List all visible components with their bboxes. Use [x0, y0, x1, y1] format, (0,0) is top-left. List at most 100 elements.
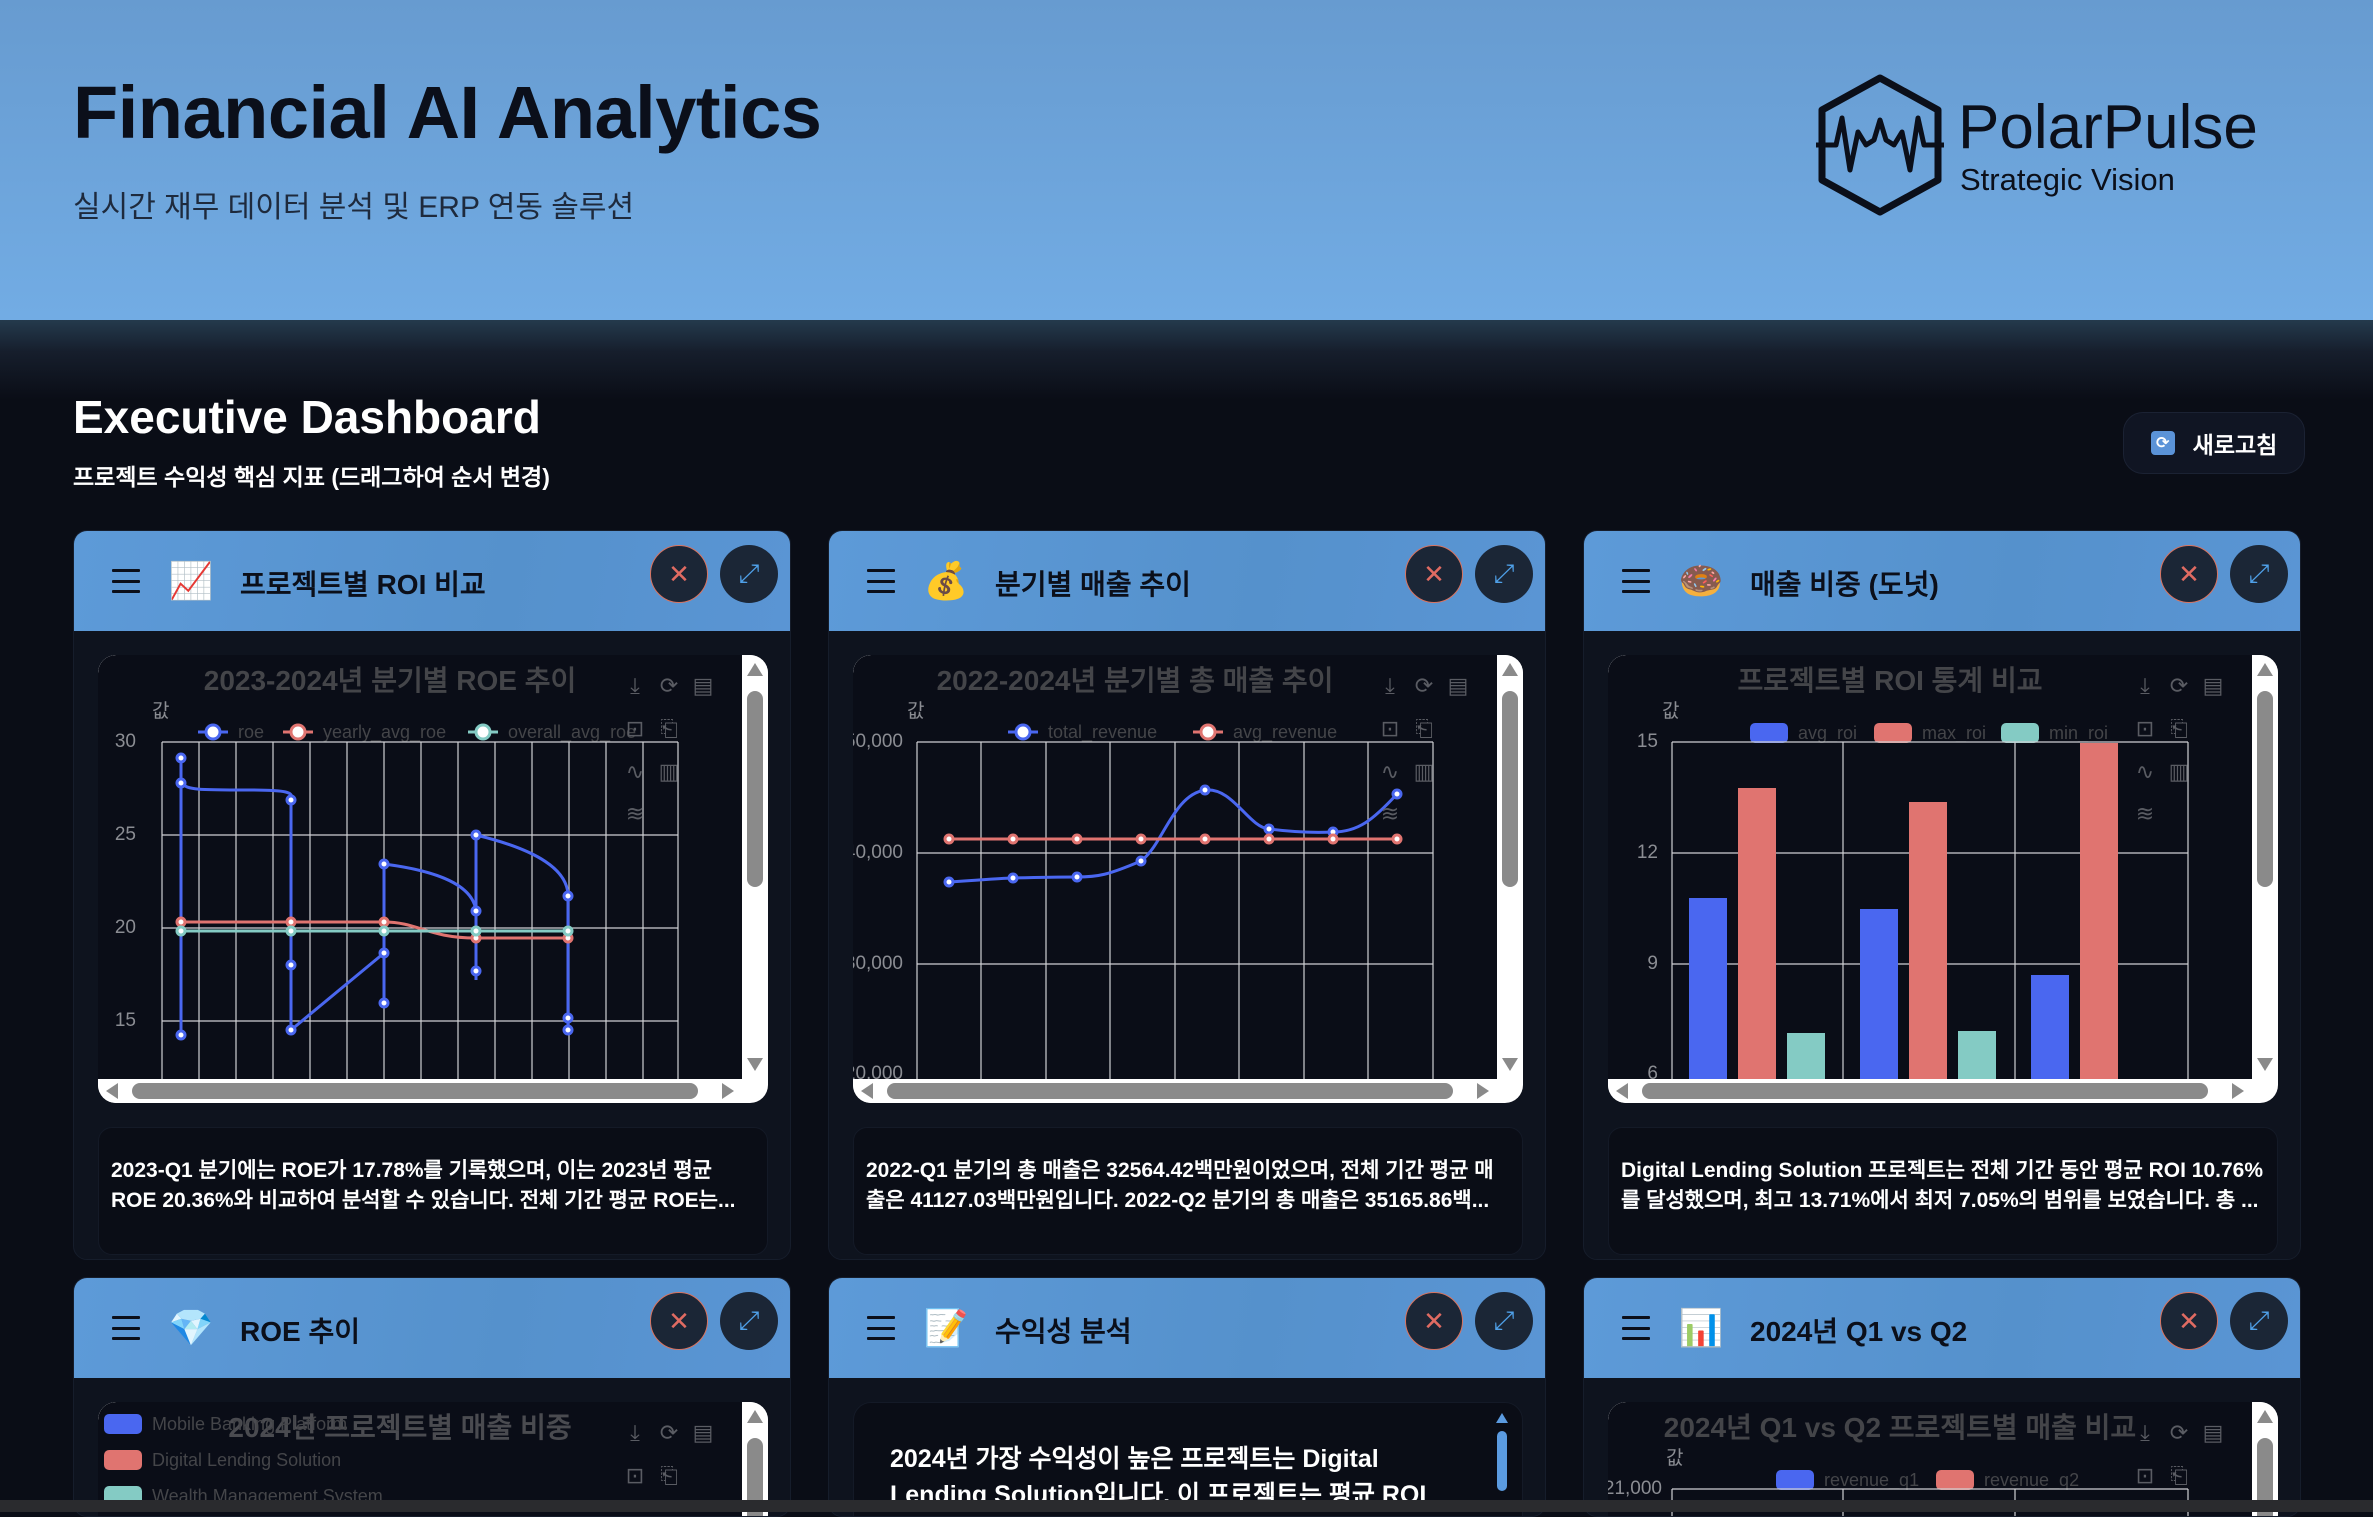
restore-icon[interactable]: ⟳ — [1414, 673, 1434, 698]
download-icon[interactable]: ⤓ — [630, 1420, 640, 1445]
line-type-icon[interactable]: ∿ — [625, 759, 645, 784]
widget-card-profitability[interactable]: 📝 수익성 분석 ✕ ⤢ 2024년 가장 수익성이 높은 프로젝트는 Digi… — [828, 1277, 1546, 1517]
q1-q2-revenue-chart[interactable]: 2024년 Q1 vs Q2 프로젝트별 매출 비교 값 revenue_q1 … — [1608, 1402, 2252, 1516]
svg-text:12: 12 — [1637, 842, 1658, 863]
restore-icon[interactable]: ⟳ — [2169, 1420, 2189, 1445]
drag-handle-icon[interactable] — [867, 1316, 895, 1340]
drag-handle-icon[interactable] — [867, 569, 895, 593]
svg-text:overall_avg_roe: overall_avg_roe — [508, 722, 636, 743]
data-view-icon[interactable]: ▤ — [2202, 1420, 2224, 1445]
header-divider — [0, 320, 2373, 400]
chart-legend[interactable]: roe yearly_avg_roe overall_avg_roe — [198, 722, 636, 743]
widget-card-roi-compare[interactable]: 📈 프로젝트별 ROI 비교 ✕ ⤢ 2023-2024년 분기별 ROE 추이… — [73, 530, 791, 1260]
svg-text:30,000: 30,000 — [853, 953, 903, 974]
drag-handle-icon[interactable] — [1622, 1316, 1650, 1340]
pie-legend[interactable]: Mobile Banking Platform Digital Lending … — [104, 1406, 383, 1514]
chart-legend[interactable]: total_revenue avg_revenue — [1008, 722, 1337, 743]
analysis-text-panel[interactable]: 2024년 가장 수익성이 높은 프로젝트는 Digital Lending S… — [853, 1402, 1523, 1516]
download-icon[interactable]: ⤓ — [2140, 673, 2150, 698]
text-scrollbar[interactable] — [1496, 1403, 1508, 1516]
close-widget-button[interactable]: ✕ — [2160, 1292, 2218, 1350]
data-view-icon[interactable]: ▤ — [2202, 673, 2224, 698]
bar-type-icon[interactable]: ▥ — [658, 759, 680, 784]
vertical-scrollbar[interactable] — [2252, 655, 2278, 1079]
line-type-icon[interactable]: ∿ — [1380, 759, 1400, 784]
restore-icon[interactable]: ⟳ — [659, 673, 679, 698]
bar-type-icon[interactable]: ▥ — [2168, 759, 2190, 784]
close-widget-button[interactable]: ✕ — [1405, 545, 1463, 603]
expand-widget-button[interactable]: ⤢ — [2230, 545, 2288, 603]
refresh-button[interactable]: ⟳ 새로고침 — [2123, 412, 2305, 474]
widget-card-q1-vs-q2[interactable]: 📊 2024년 Q1 vs Q2 ✕ ⤢ 2024년 Q1 vs Q2 프로젝트… — [1583, 1277, 2301, 1517]
chart-title: 2022-2024년 분기별 총 매출 추이 — [936, 665, 1334, 696]
chart-legend[interactable]: avg_roi max_roi min_roi — [1750, 723, 2108, 744]
download-icon[interactable]: ⤓ — [2140, 1420, 2150, 1445]
data-view-icon[interactable]: ▤ — [692, 1420, 714, 1445]
drag-handle-icon[interactable] — [1622, 569, 1650, 593]
expand-widget-button[interactable]: ⤢ — [1475, 545, 1533, 603]
svg-text:20: 20 — [115, 917, 136, 938]
widget-card-quarterly-revenue[interactable]: 💰 분기별 매출 추이 ✕ ⤢ 2022-2024년 분기별 총 매출 추이 값… — [828, 530, 1546, 1260]
widget-card-roe-trend[interactable]: 💎 ROE 추이 ✕ ⤢ 2024년 프로젝트별 매출 비중 Mobile Ba… — [73, 1277, 791, 1517]
brand-logo: PolarPulse Strategic Vision — [1810, 70, 2330, 220]
restore-icon[interactable]: ⟳ — [659, 1420, 679, 1445]
svg-text:roe: roe — [238, 722, 264, 742]
close-widget-button[interactable]: ✕ — [650, 1292, 708, 1350]
zoom-icon[interactable]: ⊡ — [2135, 1463, 2155, 1488]
stack-icon[interactable]: ≋ — [625, 801, 645, 826]
vertical-scrollbar[interactable] — [742, 655, 768, 1079]
drag-handle-icon[interactable] — [112, 1316, 140, 1340]
vertical-scrollbar[interactable] — [2252, 1402, 2278, 1516]
horizontal-scrollbar[interactable] — [1608, 1079, 2252, 1103]
zoom-icon[interactable]: ⊡ — [2135, 716, 2155, 741]
data-view-icon[interactable]: ▤ — [1447, 673, 1469, 698]
svg-text:21,000: 21,000 — [1608, 1478, 1662, 1499]
revenue-trend-chart[interactable]: 2022-2024년 분기별 총 매출 추이 값 total_revenue a… — [853, 655, 1497, 1079]
svg-text:40,000: 40,000 — [853, 842, 903, 863]
zoom-reset-icon[interactable]: ⎗ — [2170, 1463, 2188, 1488]
zoom-icon[interactable]: ⊡ — [625, 1463, 645, 1488]
zoom-reset-icon[interactable]: ⎗ — [660, 1463, 678, 1488]
svg-text:revenue_q2: revenue_q2 — [1984, 1470, 2079, 1491]
legend-item[interactable]: Digital Lending Solution — [104, 1442, 383, 1478]
restore-icon[interactable]: ⟳ — [2169, 673, 2189, 698]
roi-stats-chart[interactable]: 프로젝트별 ROI 통계 비교 값 avg_roi max_roi min_ro… — [1608, 655, 2252, 1079]
zoom-reset-icon[interactable]: ⎗ — [2170, 716, 2188, 741]
zoom-icon[interactable]: ⊡ — [1380, 716, 1400, 741]
close-widget-button[interactable]: ✕ — [2160, 545, 2218, 603]
expand-widget-button[interactable]: ⤢ — [2230, 1292, 2288, 1350]
expand-widget-button[interactable]: ⤢ — [720, 545, 778, 603]
svg-text:값: 값 — [907, 700, 924, 722]
expand-widget-button[interactable]: ⤢ — [1475, 1292, 1533, 1350]
zoom-reset-icon[interactable]: ⎗ — [1415, 716, 1433, 741]
vertical-scrollbar[interactable] — [742, 1402, 768, 1516]
expand-widget-button[interactable]: ⤢ — [720, 1292, 778, 1350]
horizontal-scrollbar[interactable] — [853, 1079, 1497, 1103]
widget-description: Digital Lending Solution 프로젝트는 전체 기간 동안 … — [1608, 1127, 2278, 1255]
stack-icon[interactable]: ≋ — [1380, 801, 1400, 826]
widget-card-revenue-share[interactable]: 🍩 매출 비중 (도넛) ✕ ⤢ 프로젝트별 ROI 통계 비교 값 avg_r… — [1583, 530, 2301, 1260]
bar-type-icon[interactable]: ▥ — [1413, 759, 1435, 784]
stack-icon[interactable]: ≋ — [2135, 801, 2155, 826]
zoom-reset-icon[interactable]: ⎗ — [660, 716, 678, 741]
download-icon[interactable]: ⤓ — [1385, 673, 1395, 698]
chart-legend[interactable]: revenue_q1 revenue_q2 — [1776, 1470, 2079, 1491]
line-type-icon[interactable]: ∿ — [2135, 759, 2155, 784]
svg-text:yearly_avg_roe: yearly_avg_roe — [323, 722, 446, 743]
bars[interactable] — [1689, 743, 2118, 1079]
legend-item[interactable]: Mobile Banking Platform — [104, 1406, 383, 1442]
chart-container: 2023-2024년 분기별 ROE 추이 값 roe yearly_avg_r… — [98, 655, 768, 1103]
svg-text:25: 25 — [115, 824, 136, 845]
vertical-scrollbar[interactable] — [1497, 655, 1523, 1079]
download-icon[interactable]: ⤓ — [630, 673, 640, 698]
y-axis-name: 값 — [152, 700, 169, 722]
data-view-icon[interactable]: ▤ — [692, 673, 714, 698]
roe-trend-chart[interactable]: 2023-2024년 분기별 ROE 추이 값 roe yearly_avg_r… — [98, 655, 742, 1079]
svg-text:15: 15 — [1637, 731, 1658, 752]
drag-handle-icon[interactable] — [112, 569, 140, 593]
close-widget-button[interactable]: ✕ — [650, 545, 708, 603]
horizontal-scrollbar[interactable] — [98, 1079, 742, 1103]
widget-title: ROE 추이 — [240, 1316, 360, 1347]
close-widget-button[interactable]: ✕ — [1405, 1292, 1463, 1350]
zoom-icon[interactable]: ⊡ — [625, 716, 645, 741]
